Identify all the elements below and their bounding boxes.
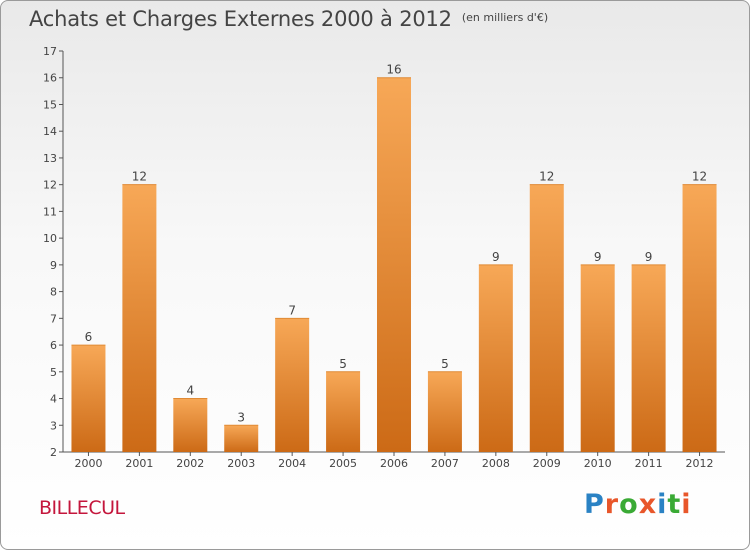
y-tick-label: 13 bbox=[43, 152, 57, 165]
y-tick-label: 8 bbox=[50, 286, 57, 299]
x-tick-label: 2003 bbox=[227, 457, 255, 470]
y-tick-label: 2 bbox=[50, 446, 57, 459]
bar-value-label: 5 bbox=[441, 357, 449, 371]
bar bbox=[682, 184, 717, 452]
title-main: Achats et Charges Externes 2000 à 2012 bbox=[29, 7, 452, 31]
bar-value-label: 9 bbox=[492, 250, 500, 264]
bar-value-label: 6 bbox=[85, 330, 93, 344]
y-tick-label: 12 bbox=[43, 179, 57, 192]
proxiti-logo[interactable]: Proxiti bbox=[584, 489, 692, 520]
y-tick-label: 4 bbox=[50, 393, 57, 406]
bar-value-label: 12 bbox=[692, 170, 707, 184]
chart-title: Achats et Charges Externes 2000 à 2012 (e… bbox=[29, 7, 548, 31]
y-tick-label: 14 bbox=[43, 125, 57, 138]
x-tick-label: 2012 bbox=[686, 457, 714, 470]
bar bbox=[275, 318, 310, 452]
x-tick-label: 2010 bbox=[584, 457, 612, 470]
logo-letter: r bbox=[604, 489, 620, 520]
bar bbox=[71, 345, 106, 452]
x-tick-label: 2007 bbox=[431, 457, 459, 470]
y-tick-label: 7 bbox=[50, 312, 57, 325]
bar bbox=[631, 264, 666, 452]
bar bbox=[427, 371, 462, 452]
commune-name: BILLECUL bbox=[39, 497, 125, 519]
y-tick-label: 16 bbox=[43, 72, 57, 85]
bar bbox=[529, 184, 564, 452]
bar bbox=[326, 371, 361, 452]
bar-value-label: 9 bbox=[594, 250, 602, 264]
logo-letter: P bbox=[584, 489, 605, 520]
logo-letter: x bbox=[638, 489, 658, 520]
y-tick-label: 17 bbox=[43, 45, 57, 58]
logo-letter: o bbox=[619, 489, 639, 520]
title-unit: (en milliers d'€) bbox=[461, 11, 549, 24]
bar-value-label: 5 bbox=[339, 357, 347, 371]
bar-value-label: 4 bbox=[186, 384, 194, 398]
bar bbox=[377, 77, 411, 452]
x-tick-label: 2011 bbox=[635, 457, 663, 470]
bar bbox=[580, 264, 615, 452]
y-tick-label: 6 bbox=[50, 339, 57, 352]
bar bbox=[173, 398, 208, 452]
y-tick-label: 5 bbox=[50, 366, 57, 379]
y-tick-label: 3 bbox=[50, 419, 57, 432]
y-tick-label: 15 bbox=[43, 98, 57, 111]
bar bbox=[122, 184, 157, 452]
x-tick-label: 2005 bbox=[329, 457, 357, 470]
y-tick-label: 10 bbox=[43, 232, 57, 245]
x-tick-label: 2002 bbox=[176, 457, 204, 470]
logo-letter: i bbox=[681, 489, 692, 520]
x-tick-label: 2008 bbox=[482, 457, 510, 470]
bar bbox=[224, 425, 259, 452]
bar-value-label: 12 bbox=[539, 170, 554, 184]
x-tick-label: 2006 bbox=[380, 457, 408, 470]
x-tick-label: 2004 bbox=[278, 457, 306, 470]
logo-letter: t bbox=[667, 489, 682, 520]
bar-value-label: 12 bbox=[132, 170, 147, 184]
y-tick-label: 11 bbox=[43, 205, 57, 218]
x-tick-label: 2001 bbox=[125, 457, 153, 470]
y-tick-label: 9 bbox=[50, 259, 57, 272]
bar-value-label: 7 bbox=[288, 303, 296, 317]
x-tick-label: 2000 bbox=[74, 457, 102, 470]
bar-value-label: 3 bbox=[237, 410, 245, 424]
logo-letter: i bbox=[657, 489, 668, 520]
bar-value-label: 9 bbox=[645, 250, 653, 264]
bar-value-label: 16 bbox=[386, 63, 401, 77]
bar bbox=[478, 264, 513, 452]
x-tick-label: 2009 bbox=[533, 457, 561, 470]
